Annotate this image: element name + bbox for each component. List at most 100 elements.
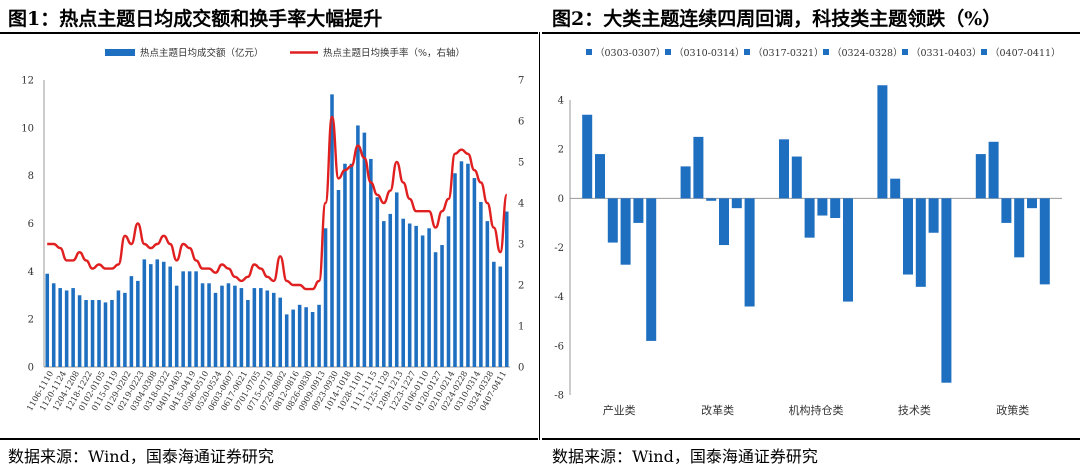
figure-1-source: 数据来源：Wind，国泰海通证券研究 [8,447,274,466]
turnover-amount-bar [382,221,386,367]
y-right-tick-label: 1 [518,322,524,333]
turnover-amount-bar [498,266,503,367]
legend-swatch [586,49,592,55]
legend-swatch [744,49,750,55]
y-right-tick-label: 4 [518,199,524,210]
legend-label-line: 热点主题日均换手率（%，右轴） [323,47,465,59]
legend-swatch [902,49,908,55]
theme-return-bar [1014,198,1025,258]
turnover-amount-bar [129,276,134,367]
theme-return-bar [843,198,853,302]
turnover-amount-bar [479,201,483,367]
panel-divider [539,32,540,440]
theme-return-bar [877,85,888,199]
turnover-amount-bar [420,235,425,367]
theme-return-bar [731,198,742,209]
y-tick-label: -2 [554,243,564,254]
theme-return-bar [693,136,704,199]
turnover-amount-bar [51,283,56,367]
legend-label-bar: 热点主题日均成交额（亿元） [140,47,264,59]
legend-label: （0317-0321） [753,47,824,59]
turnover-amount-bar [284,314,289,367]
turnover-amount-bar [58,288,62,367]
theme-return-bar [646,198,657,341]
theme-return-bar [595,154,605,199]
theme-return-bar [719,198,729,246]
turnover-amount-bar [401,218,405,367]
turnover-amount-bar [136,280,140,367]
turnover-amount-bar [317,304,321,367]
y-right-tick-label: 2 [518,281,524,292]
turnover-amount-bar [233,285,237,367]
turnover-amount-bar [252,288,257,367]
theme-return-bar [607,198,618,243]
turnover-amount-bar [466,163,470,367]
turnover-amount-bar [433,252,438,367]
turnover-amount-bar [349,163,354,367]
y-right-tick-label: 0 [518,363,524,374]
y-right-tick-label: 6 [518,117,524,128]
theme-return-bar [817,198,828,216]
theme-return-bar [620,198,631,265]
turnover-amount-bar [97,300,101,367]
y-left-tick-label: 8 [28,171,34,182]
theme-return-bar [941,198,952,383]
turnover-amount-bar [356,125,360,367]
theme-return-bar [903,198,913,275]
y-left-tick-label: 4 [28,267,34,278]
theme-return-bar [680,166,691,199]
turnover-amount-bar [116,290,121,367]
turnover-chart: 024681012012345671106-11101120-11241204-… [21,47,524,412]
turnover-amount-bar [388,213,393,367]
theme-return-bar [1039,198,1050,285]
y-tick-label: 2 [558,145,564,156]
turnover-amount-bar [71,288,75,367]
figure-1-title: 图1：热点主题日均成交额和换手率大幅提升 [8,8,383,30]
turnover-amount-bar [375,197,380,367]
legend-swatch [981,49,987,55]
y-left-tick-label: 6 [28,219,34,230]
turnover-amount-bar [343,163,347,367]
theme-return-bar [1001,198,1012,223]
turnover-amount-bar [310,311,315,367]
y-tick-label: -4 [554,292,564,303]
figure-2-title: 图2：大类主题连续四周回调，科技类主题领跌（%） [552,8,1002,30]
legend-swatch [665,49,671,55]
turnover-amount-bar [239,288,244,367]
turnover-amount-bar [278,297,283,367]
turnover-amount-bar [427,228,431,367]
turnover-amount-bar [155,259,160,368]
y-left-tick-label: 2 [28,315,34,326]
turnover-amount-bar [161,261,166,367]
turnover-amount-bar [459,161,464,367]
y-right-tick-label: 7 [518,76,524,87]
y-tick-label: 4 [558,96,564,107]
figure-2-source: 数据来源：Wind，国泰海通证券研究 [552,447,818,466]
legend-label: （0324-0328） [832,47,903,59]
theme-return-chart: -8 -6 -4 -2 0 2 4 产业类 改革类 机构持仓类 技术类 政策类 （0303-0307） （… [554,47,1062,417]
theme-return-bar [890,178,901,199]
turnover-amount-bar [504,211,509,367]
figure-1-bottom-rule [0,438,538,440]
turnover-amount-bar [446,216,451,367]
figure-1-top-rule [0,32,538,34]
turnover-amount-bar [45,273,50,367]
turnover-amount-bar [271,292,276,367]
turnover-amount-bar [187,271,192,367]
y-right-tick-label: 3 [518,240,524,251]
theme-return-bar [744,198,755,307]
turnover-amount-bar [142,259,147,368]
turnover-amount-bar [64,290,69,367]
theme-return-bar [779,139,789,199]
theme-return-bar [804,198,815,238]
turnover-amount-bar [369,158,373,367]
turnover-amount-bar [440,245,444,367]
y-left-tick-label: 0 [28,363,34,374]
turnover-amount-bar [291,309,295,367]
turnover-amount-bar [330,94,334,367]
turnover-amount-bar [323,228,328,367]
turnover-amount-bar [453,173,457,367]
y-tick-label: 0 [558,194,564,205]
turnover-amount-bar [304,307,308,367]
legend-label: （0310-0314） [674,47,745,59]
